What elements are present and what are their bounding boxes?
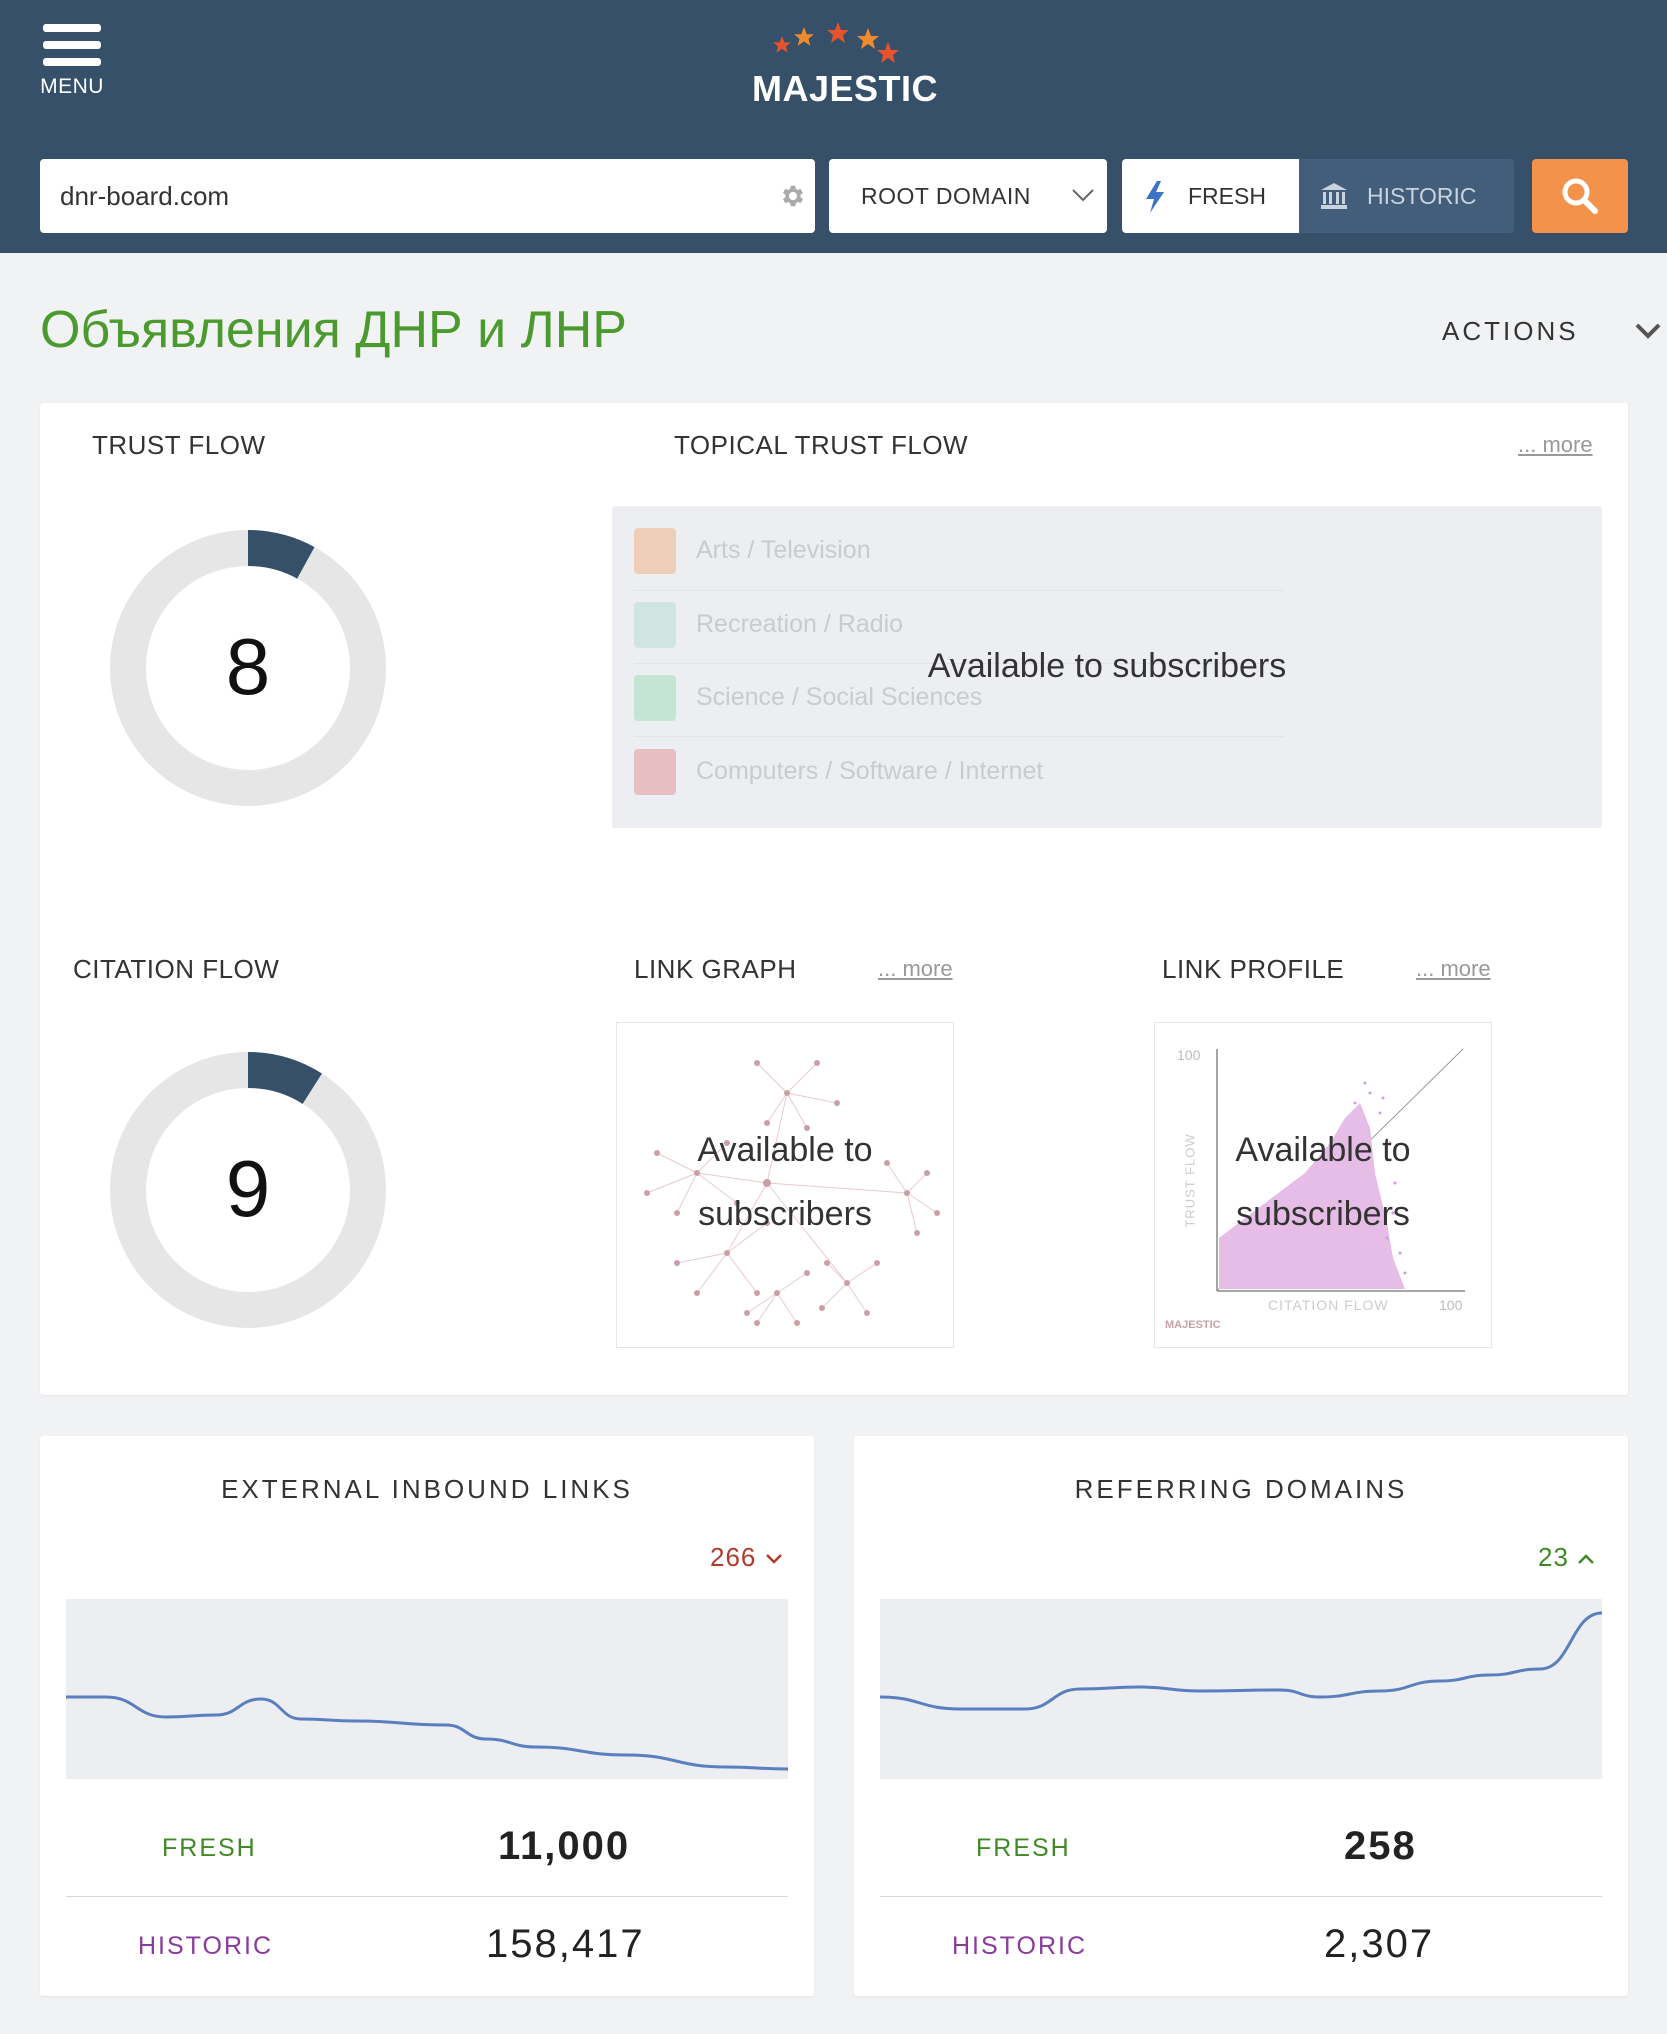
historic-label: HISTORIC [952,1932,1087,1960]
trust-flow-value: 8 [225,622,271,711]
ttf-topic: Arts / Television [696,536,871,564]
menu-button[interactable]: MENU [38,24,106,99]
citation-flow-value: 9 [225,1144,271,1233]
topical-trust-flow-label: TOPICAL TRUST FLOW [674,430,969,460]
overlay-line: Available to [1235,1131,1411,1169]
subscribers-only-message: Available to subscribers [617,1118,953,1246]
ttf-row: Science / Social Sciences [634,675,1284,721]
sparkline-line [879,1611,1603,1711]
link-profile-image [1216,1048,1465,1292]
gear-icon[interactable] [779,182,807,210]
sparkline-chart [879,1611,1603,1711]
referring-domains-title: REFERRING DOMAINS [1074,1474,1408,1504]
topical-trust-flow-more-link[interactable]: ... more [1518,432,1593,457]
external-inbound-links-title: EXTERNAL INBOUND LINKS [221,1474,633,1504]
chevron-up-icon [1578,1554,1595,1564]
hamburger-icon-bar [43,41,101,49]
metrics-card: TRUST FLOW 8 TOPICAL TRUST FLOW ... more… [40,403,1628,1395]
actions-dropdown[interactable]: ACTIONS [1442,316,1661,347]
search-icon [1562,178,1598,214]
fresh-value: 258 [1344,1824,1417,1868]
link-graph-label: LINK GRAPH [634,954,797,984]
ttf-row: Arts / Television [634,528,1284,574]
link-graph-thumbnail[interactable]: Available to subscribers [616,1022,954,1348]
link-graph-more-link[interactable]: ... more [878,956,953,981]
link-profile-x-max: 100 [1439,1297,1463,1313]
chevron-down-icon [765,1554,782,1564]
ttf-row: Recreation / Radio [634,602,1284,648]
root-domain-label: ROOT DOMAIN [861,183,1031,209]
stars-logo-icon [773,22,899,63]
trust-flow-donut [110,530,386,806]
chevron-down-icon [1072,189,1094,202]
link-profile-x-axis-label: CITATION FLOW [1268,1297,1389,1313]
divider [634,736,1284,737]
external-inbound-links-sparkline [66,1599,789,1779]
top-navigation-bar: MENU MAJESTIC ROOT DOMAIN FRESH [0,0,1667,253]
external-inbound-links-delta: 266 [710,1542,783,1573]
overlay-line: subscribers [698,1195,872,1233]
divider [634,663,1284,664]
subscribers-only-message: Available to subscribers [1155,1118,1491,1246]
referring-domains-sparkline [879,1599,1603,1779]
subscribers-only-message: Available to subscribers [927,647,1287,685]
ttf-topic: Recreation / Radio [696,610,904,638]
link-profile-thumbnail[interactable]: 100 TRUST FLOW CITATION FLOW 100 MAJESTI… [1154,1022,1492,1348]
ttf-topic: Science / Social Sciences [696,683,983,711]
referring-domains-card: REFERRING DOMAINS 23 FRESH 258 HISTORIC … [854,1436,1628,1996]
divider [880,1896,1602,1897]
link-profile-more-link[interactable]: ... more [1416,956,1491,981]
menu-label: MENU [40,75,104,98]
fresh-label: FRESH [976,1834,1071,1862]
referring-domains-delta: 23 [1538,1542,1595,1573]
bank-icon [1321,183,1347,209]
ttf-swatch [634,602,676,648]
hamburger-icon [43,24,101,32]
fresh-label: FRESH [162,1834,257,1862]
divider [66,1896,788,1897]
topical-trust-flow-locked-panel: Arts / Television Recreation / Radio Sci… [612,506,1602,828]
logo-text: MAJESTIC [752,68,939,109]
fresh-label: FRESH [1188,183,1266,209]
majestic-watermark: MAJESTIC [1165,1319,1221,1331]
page-title: Объявления ДНР и ЛНР [40,301,627,359]
hamburger-icon-bar [43,58,101,66]
search-button[interactable] [1532,159,1628,233]
external-inbound-links-card: EXTERNAL INBOUND LINKS 266 FRESH 11,000 … [40,1436,814,1996]
fresh-index-button[interactable]: FRESH [1122,159,1299,233]
lightning-icon [1146,181,1164,213]
ttf-swatch [634,675,676,721]
historic-label: HISTORIC [138,1932,273,1960]
historic-value: 2,307 [1324,1922,1435,1966]
citation-flow-donut [110,1052,386,1328]
link-graph-image [644,1060,940,1326]
historic-label: HISTORIC [1367,183,1477,209]
root-domain-dropdown[interactable]: ROOT DOMAIN [829,159,1107,233]
delta-value: 266 [710,1542,757,1572]
divider [634,590,1284,591]
link-profile-label: LINK PROFILE [1162,954,1345,984]
majestic-logo[interactable]: MAJESTIC [740,20,938,110]
sparkline-line [66,1695,789,1771]
ttf-row: Computers / Software / Internet [634,749,1284,795]
ttf-topic: Computers / Software / Internet [696,757,1044,785]
citation-flow-arc [247,1052,322,1105]
link-profile-y-max: 100 [1177,1047,1201,1063]
trust-flow-arc [247,530,315,579]
overlay-line: Available to [697,1131,873,1169]
delta-value: 23 [1538,1542,1569,1572]
overlay-line: subscribers [1236,1195,1410,1233]
domain-search-input[interactable] [40,159,815,233]
trust-flow-label: TRUST FLOW [92,430,266,460]
historic-index-button[interactable]: HISTORIC [1299,159,1514,233]
citation-flow-label: CITATION FLOW [73,954,280,984]
chevron-down-icon [1635,323,1661,339]
ttf-swatch [634,749,676,795]
ttf-swatch [634,528,676,574]
sparkline-chart [66,1695,789,1771]
fresh-value: 11,000 [498,1824,631,1868]
historic-value: 158,417 [486,1922,645,1966]
actions-label: ACTIONS [1442,316,1579,346]
